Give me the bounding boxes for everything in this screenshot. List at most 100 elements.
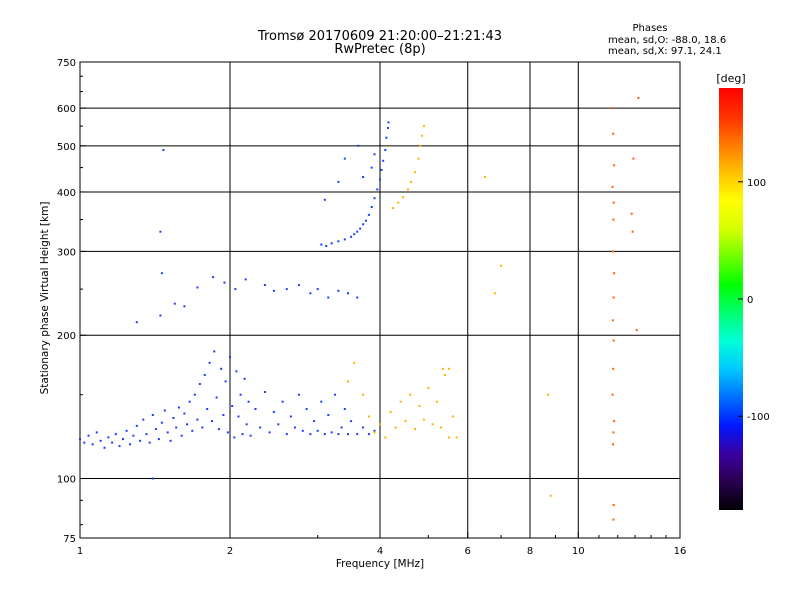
- data-point: [413, 171, 416, 174]
- x-tick-label: 16: [674, 546, 687, 557]
- data-point: [612, 250, 614, 253]
- data-point: [297, 393, 300, 396]
- data-point: [222, 414, 225, 416]
- data-point: [166, 431, 169, 434]
- data-point: [327, 414, 330, 416]
- data-point: [612, 339, 615, 342]
- data-point: [362, 393, 365, 396]
- data-point: [612, 443, 614, 446]
- data-point: [159, 230, 162, 233]
- data-point: [350, 235, 353, 238]
- data-point: [340, 426, 343, 429]
- data-point: [632, 157, 635, 160]
- data-point: [613, 272, 616, 275]
- chart-title: Tromsø 20170609 21:20:00–21:21:43: [257, 29, 502, 44]
- data-point: [439, 426, 442, 429]
- data-point: [203, 374, 206, 376]
- x-tick-label: 8: [527, 546, 533, 557]
- data-point: [417, 157, 420, 160]
- data-point: [163, 409, 166, 412]
- data-point: [347, 292, 349, 295]
- data-point: [132, 434, 135, 437]
- x-axis-ticks: 1 2 4 6 8 10 16: [77, 532, 687, 557]
- x-tick-label: 10: [572, 546, 585, 557]
- data-point: [612, 518, 615, 521]
- data-point: [249, 434, 252, 437]
- data-point: [237, 415, 240, 418]
- data-point: [337, 240, 340, 243]
- data-point: [285, 433, 288, 436]
- data-point: [159, 314, 162, 317]
- colorbar-ticks: 100 0 -100: [738, 178, 770, 423]
- data-point: [208, 361, 211, 364]
- data-point: [293, 426, 296, 429]
- data-point: [350, 420, 353, 423]
- data-point: [422, 125, 425, 128]
- data-point: [135, 424, 138, 427]
- data-point: [281, 400, 284, 403]
- data-point: [353, 361, 356, 364]
- data-point: [129, 443, 131, 446]
- data-point: [427, 386, 430, 389]
- data-point: [353, 233, 356, 236]
- data-point: [337, 433, 340, 436]
- data-point: [379, 178, 381, 181]
- data-point: [362, 176, 365, 178]
- data-point: [380, 168, 383, 171]
- data-point: [406, 188, 409, 191]
- data-point: [382, 159, 385, 162]
- data-point: [118, 445, 121, 448]
- data-point: [191, 429, 194, 432]
- data-point: [107, 436, 110, 439]
- data-point: [91, 443, 94, 446]
- colorbar-label: [deg]: [716, 72, 745, 85]
- data-point: [235, 370, 238, 373]
- data-point: [613, 420, 616, 423]
- data-point: [196, 418, 199, 421]
- data-point: [198, 383, 201, 385]
- data-point: [373, 429, 376, 432]
- data-point: [612, 504, 615, 506]
- data-point: [611, 319, 614, 322]
- x-tick-label: 1: [77, 546, 83, 557]
- data-point: [379, 423, 381, 426]
- data-point: [103, 446, 106, 449]
- data-point: [297, 284, 300, 286]
- data-point: [431, 423, 434, 426]
- data-point: [387, 121, 390, 124]
- data-point: [500, 264, 503, 267]
- y-tick-label: 750: [57, 58, 76, 69]
- data-point: [263, 391, 266, 393]
- data-point: [402, 196, 405, 199]
- data-point: [178, 406, 180, 409]
- data-point: [173, 302, 176, 305]
- data-point: [343, 238, 346, 241]
- data-point: [316, 429, 319, 432]
- data-point: [151, 477, 154, 480]
- data-point: [180, 434, 183, 437]
- data-point: [320, 400, 323, 403]
- data-point: [212, 276, 215, 279]
- data-point: [99, 439, 102, 442]
- data-point: [419, 144, 422, 147]
- data-point: [451, 415, 454, 418]
- data-point: [376, 188, 379, 191]
- data-point: [399, 400, 402, 403]
- data-point: [193, 393, 196, 396]
- data-point: [201, 426, 204, 429]
- data-point: [370, 166, 373, 169]
- data-point: [367, 213, 370, 216]
- data-point: [413, 428, 416, 431]
- data-point: [83, 441, 86, 444]
- data-point: [95, 431, 98, 434]
- data-point: [356, 433, 359, 436]
- data-point: [613, 164, 616, 167]
- data-point: [254, 408, 257, 410]
- data-point: [394, 426, 397, 429]
- y-tick-label: 200: [57, 331, 76, 342]
- data-point: [325, 245, 328, 247]
- data-point: [337, 289, 340, 292]
- data-point: [188, 400, 191, 403]
- data-point: [154, 428, 157, 431]
